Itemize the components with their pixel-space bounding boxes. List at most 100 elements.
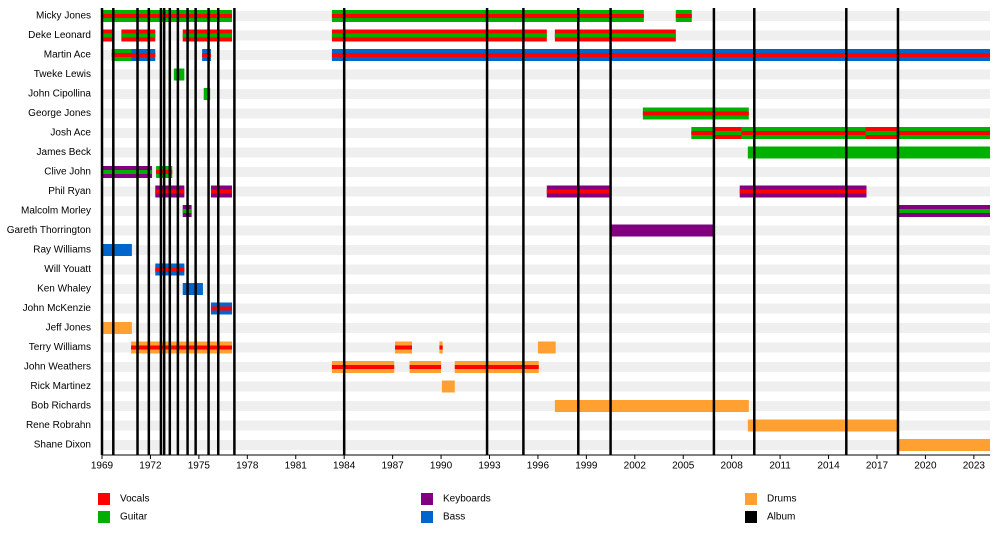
row-band [102, 167, 990, 177]
period-stripe [739, 189, 867, 194]
row-band [102, 108, 990, 119]
x-tick-label: 1969 [91, 461, 114, 472]
x-tick-label: 1987 [381, 461, 404, 472]
row-label: Josh Ace [50, 128, 91, 139]
row-label: John Weathers [24, 362, 91, 373]
row-band [102, 284, 990, 294]
row-label: Will Youatt [44, 264, 91, 275]
row-band [102, 245, 990, 255]
row-band [102, 381, 990, 392]
period-stripe [691, 131, 990, 135]
row-label: Clive John [44, 167, 91, 178]
period-stripe [210, 189, 232, 194]
period-bar [554, 400, 749, 412]
legend-swatch [98, 511, 110, 523]
x-tick-label: 1978 [236, 461, 259, 472]
period-stripe [454, 365, 539, 369]
period-stripe [898, 209, 990, 213]
legend-label: Bass [443, 512, 465, 523]
period-bar [182, 283, 203, 295]
row-band [102, 401, 990, 411]
period-stripe [713, 131, 742, 135]
row-label: Rene Robrahn [26, 420, 91, 431]
period-bar [441, 380, 455, 393]
period-stripe [202, 53, 211, 57]
period-stripe [642, 111, 749, 116]
row-label: Ray Williams [33, 245, 91, 256]
x-tick-label: 2011 [769, 461, 791, 472]
row-label: Malcolm Morley [21, 206, 91, 217]
legend-swatch [98, 493, 110, 505]
row-band [102, 186, 990, 197]
x-tick-label: 2017 [866, 461, 889, 472]
row-label: Terry Williams [29, 342, 91, 353]
x-tick-label: 2008 [721, 461, 744, 472]
period-bar [537, 341, 556, 354]
row-band [102, 440, 990, 450]
row-band [102, 303, 990, 314]
period-bar [897, 439, 990, 451]
period-stripe [102, 14, 232, 18]
row-label: George Jones [28, 108, 91, 119]
legend-label: Drums [767, 494, 796, 505]
x-tick-label: 1975 [188, 461, 211, 472]
x-tick-label: 1990 [430, 461, 453, 472]
row-label: Jeff Jones [46, 323, 91, 334]
legend-label: Keyboards [443, 494, 491, 505]
period-stripe [865, 131, 899, 135]
x-tick-label: 1996 [527, 461, 550, 472]
legend-swatch [745, 493, 757, 505]
period-stripe [675, 14, 692, 18]
row-band [102, 323, 990, 333]
row-band [102, 206, 990, 216]
period-stripe [210, 306, 232, 311]
period-bar [747, 146, 990, 159]
row-band [102, 89, 990, 99]
legend-label: Guitar [120, 512, 148, 523]
period-stripe [331, 365, 395, 369]
x-tick-label: 2023 [963, 461, 986, 472]
legend-swatch [745, 511, 757, 523]
x-tick-label: 2002 [624, 461, 647, 472]
row-label: Ken Whaley [37, 284, 91, 295]
x-tick-label: 1981 [285, 461, 308, 472]
period-stripe [331, 33, 547, 38]
row-band [102, 69, 990, 80]
legend-swatch [421, 493, 433, 505]
period-bar [610, 224, 715, 237]
legend-swatch [421, 511, 433, 523]
period-bar [102, 244, 132, 256]
row-band [102, 362, 990, 372]
x-tick-label: 1993 [478, 461, 501, 472]
row-label: Phil Ryan [48, 186, 91, 197]
x-tick-label: 1984 [333, 461, 356, 472]
row-label: Shane Dixon [34, 440, 91, 451]
period-stripe [395, 345, 412, 350]
period-stripe [131, 53, 156, 57]
x-tick-label: 2005 [672, 461, 695, 472]
x-tick-label: 2014 [817, 461, 840, 472]
row-label: John Cipollina [28, 89, 91, 100]
row-band [102, 147, 990, 158]
row-label: Martin Ace [44, 50, 92, 61]
row-label: Micky Jones [36, 11, 91, 22]
x-tick-label: 1972 [139, 461, 162, 472]
row-label: John McKenzie [23, 303, 92, 314]
period-stripe [102, 170, 153, 174]
legend-label: Vocals [120, 494, 149, 505]
period-stripe [554, 33, 676, 38]
row-band [102, 225, 990, 236]
row-label: Deke Leonard [28, 30, 91, 41]
row-band [102, 128, 990, 138]
x-tick-label: 2020 [914, 461, 937, 472]
row-label: Tweke Lewis [34, 69, 91, 80]
row-label: Bob Richards [31, 401, 91, 412]
period-stripe [439, 345, 443, 350]
period-bar [102, 322, 132, 334]
row-label: James Beck [37, 147, 92, 158]
legend-label: Album [767, 512, 795, 523]
row-label: Gareth Thorrington [7, 225, 91, 236]
period-bar [203, 88, 211, 100]
row-band [102, 420, 990, 431]
